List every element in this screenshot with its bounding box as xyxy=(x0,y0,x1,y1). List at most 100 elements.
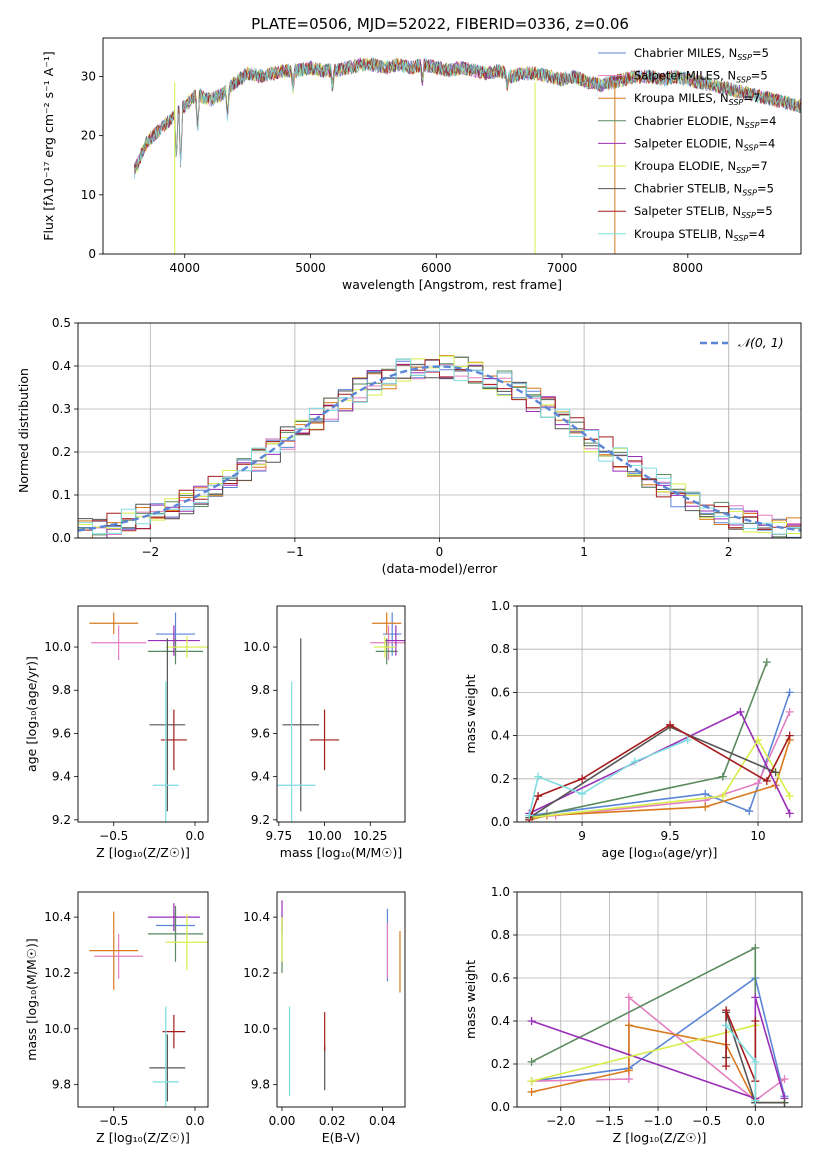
tick-label-y: 9.4 xyxy=(251,770,270,784)
tick-label-y: 0.2 xyxy=(52,445,71,459)
tick-label-x: 7000 xyxy=(547,261,578,275)
tick-label-y: 9.8 xyxy=(52,1078,71,1092)
tick-label-x: −1 xyxy=(286,545,304,559)
tick-label-y: 0.8 xyxy=(491,928,510,942)
tick-label-y: 9.2 xyxy=(52,813,71,827)
tick-label-y: 0.5 xyxy=(52,316,71,330)
tick-label-y: 9.6 xyxy=(251,726,270,740)
tick-label-y: 9.8 xyxy=(52,683,71,697)
axes-frame xyxy=(77,605,209,823)
tick-label-y: 20 xyxy=(81,129,96,143)
tick-label-x: 10.25 xyxy=(353,829,387,843)
tick-label-y: 1.0 xyxy=(491,599,510,613)
axes-frame xyxy=(77,322,802,539)
plot-area xyxy=(525,658,794,822)
x-axis-label: age [log₁₀(age/yr)] xyxy=(602,845,718,860)
series-line xyxy=(528,710,791,815)
data-point xyxy=(785,792,794,801)
tick-label-y: 30 xyxy=(81,69,96,83)
tick-label-x: 0.02 xyxy=(319,1114,346,1128)
tick-label-y: 10.2 xyxy=(243,966,270,980)
tick-label-x: 10 xyxy=(750,829,765,843)
legend-label: 𝒩(0, 1) xyxy=(738,335,784,350)
data-point xyxy=(751,1017,760,1025)
y-axis-label: age [log₁₀(age/yr)] xyxy=(24,656,39,772)
tick-label-y: 0.2 xyxy=(491,1057,510,1071)
data-point xyxy=(754,735,763,744)
data-point xyxy=(751,993,760,1002)
tick-label-x: 1 xyxy=(580,545,588,559)
series-line xyxy=(531,976,786,1097)
tick-label-y: 1.0 xyxy=(491,885,510,899)
data-point xyxy=(785,809,794,818)
tick-label-y: 10 xyxy=(81,188,96,202)
data-point xyxy=(722,1021,731,1030)
axes-frame xyxy=(77,891,209,1108)
x-axis-label: (data-model)/error xyxy=(382,561,499,576)
tick-label-x: −1.0 xyxy=(643,1114,672,1128)
tick-label-y: 10.4 xyxy=(44,910,71,924)
tick-label-x: 9.75 xyxy=(265,829,292,843)
tick-label-y: 0.4 xyxy=(491,1014,510,1028)
plot-area xyxy=(134,56,801,254)
legend-label: Chabrier ELODIE, NSSP=4 xyxy=(634,114,776,130)
legend: Chabrier MILES, NSSP=5 Salpeter MILES, NS… xyxy=(598,46,776,243)
normal-curve xyxy=(78,365,801,532)
tick-label-x: 8000 xyxy=(673,261,704,275)
x-axis-label: Z [log₁₀(Z/Z☉)] xyxy=(613,1130,707,1145)
tick-label-y: 0.8 xyxy=(491,642,510,656)
y-axis-label: mass weight xyxy=(463,674,478,753)
plot-area xyxy=(78,355,801,538)
plot-area xyxy=(527,943,789,1107)
y-axis-label: mass [log₁₀(M/M☉)] xyxy=(24,938,39,1060)
tick-label-y: 10.0 xyxy=(243,640,270,654)
tick-label-y: 10.0 xyxy=(44,640,71,654)
tick-label-y: 0.0 xyxy=(52,531,71,545)
data-point xyxy=(736,707,745,716)
data-point xyxy=(722,1006,731,1015)
legend-label: Kroupa STELIB, NSSP=4 xyxy=(634,227,765,243)
data-point xyxy=(780,1075,789,1084)
panel-mass_vs_EBV: 0.00 0.02 0.04 9.8 10.0 10.2 10.4 E(B-V) xyxy=(243,891,406,1145)
tick-label-x: 0.0 xyxy=(185,829,204,843)
spectrum-line xyxy=(134,56,801,178)
tick-label-y: 10.0 xyxy=(44,1022,71,1036)
tick-label-y: 9.2 xyxy=(251,813,270,827)
series-line xyxy=(529,692,791,817)
panel-mass_weight_vs_age: 9 9.5 10 0.0 0.2 0.4 0.6 0.8 1.0 age [log₁₀(age/y… xyxy=(463,599,803,860)
legend-label: Chabrier MILES, NSSP=5 xyxy=(634,46,769,62)
data-point xyxy=(527,1077,536,1086)
tick-label-y: 9.8 xyxy=(251,1078,270,1092)
legend-label: Kroupa ELODIE, NSSP=7 xyxy=(634,159,768,175)
data-point xyxy=(785,731,794,740)
plot-area xyxy=(89,612,208,822)
panel-age_vs_Z: −0.5 0.0 9.2 9.4 9.6 9.8 10.0 Z [log₁₀(Z/Z☉)] ag… xyxy=(24,605,209,860)
axes-frame xyxy=(102,37,802,255)
histogram xyxy=(78,358,801,535)
axes-frame xyxy=(516,891,803,1108)
series-line xyxy=(725,1009,757,1082)
plot-area xyxy=(281,900,401,1096)
tick-label-x: −2 xyxy=(141,545,159,559)
tick-label-x: −0.5 xyxy=(99,1114,128,1128)
tick-label-x: 4000 xyxy=(169,261,200,275)
tick-label-x: 0.00 xyxy=(269,1114,296,1128)
data-point xyxy=(762,776,771,785)
data-point xyxy=(751,1057,760,1066)
x-axis-label: wavelength [Angstrom, rest frame] xyxy=(342,277,562,292)
tick-label-y: 0.4 xyxy=(491,729,510,743)
tick-label-y: 9.6 xyxy=(52,726,71,740)
y-axis-label: Normed distribution xyxy=(16,368,31,493)
data-point xyxy=(785,707,794,716)
tick-label-y: 10.2 xyxy=(44,966,71,980)
x-axis-label: mass [log₁₀(M/M☉)] xyxy=(280,845,402,860)
data-point xyxy=(785,688,794,697)
series-line xyxy=(529,711,791,819)
legend-label: Salpeter ELODIE, NSSP=4 xyxy=(634,136,775,152)
plot-area xyxy=(89,903,208,1107)
data-point xyxy=(527,1057,536,1066)
legend-label: Chabrier STELIB, NSSP=5 xyxy=(634,182,774,198)
data-point xyxy=(751,1096,760,1105)
data-point xyxy=(624,1021,633,1030)
